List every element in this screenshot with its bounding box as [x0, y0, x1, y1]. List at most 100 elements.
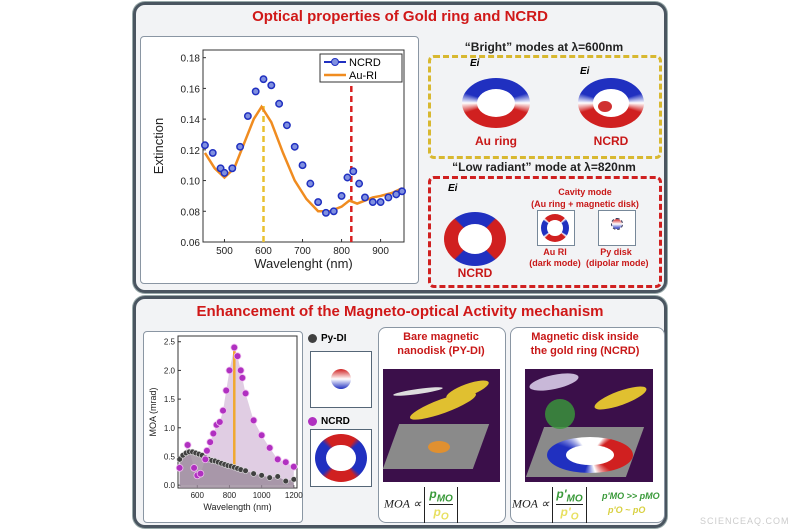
- ncrd-point: [220, 168, 229, 177]
- ncrd-point: [314, 198, 323, 207]
- y-tick-label: 0.06: [181, 238, 201, 249]
- x-tick-label: 600: [191, 491, 205, 500]
- py-di-disk: [331, 369, 351, 389]
- x-axis-label: Wavelenght (nm): [254, 256, 353, 271]
- au-ri-label: Au RI: [543, 247, 567, 257]
- ncrd-marker-icon: [308, 416, 317, 426]
- ncrd-relation-2: p'O ~ pO: [608, 505, 646, 515]
- x-tick-label: 900: [372, 246, 389, 257]
- ncrd-point: [183, 441, 192, 449]
- ncrd-point: [238, 374, 247, 382]
- x-tick-label: 1200: [285, 491, 303, 500]
- ncrd-point: [384, 193, 393, 202]
- y-tick-label: 0.0: [164, 481, 176, 490]
- ncrd-scene-ring: [547, 437, 633, 473]
- y-tick-label: 0.10: [181, 177, 201, 188]
- y-tick-label: 0.14: [181, 115, 201, 126]
- ncrd-point: [219, 406, 227, 415]
- legend-ncrd-marker: [331, 58, 339, 66]
- y-tick-label: 0.12: [181, 146, 201, 157]
- ncrd-inner-disk: [598, 101, 612, 112]
- py-di-point: [242, 467, 249, 474]
- ncrd-point: [243, 112, 252, 120]
- ncrd-mode-ring: [315, 434, 367, 482]
- ncrd-relation-1: p'MO >> pMO: [602, 491, 660, 501]
- au-ri-line: [203, 104, 403, 213]
- y-tick-label: 0.16: [181, 84, 201, 95]
- x-axis-label: Wavelength (nm): [203, 502, 271, 512]
- den: p: [433, 505, 441, 520]
- ncrd-low-label: NCRD: [457, 266, 493, 280]
- pydi-title-2: nanodisk (PY-DI): [397, 345, 485, 357]
- ncrd-point: [259, 75, 268, 84]
- ei-label-3: Ei: [448, 183, 458, 194]
- ncrd-point: [203, 446, 211, 455]
- ncrd-point: [225, 366, 234, 375]
- num: p': [556, 487, 567, 501]
- ncrd-point: [267, 81, 276, 90]
- ncrd-point: [337, 191, 346, 200]
- py-di-point: [258, 472, 265, 479]
- x-tick-label: 700: [294, 246, 311, 257]
- low-radiant-heading: “Low radiant” mode at λ=820nm: [452, 160, 636, 174]
- ncrd-point: [208, 148, 217, 157]
- ncrd-title-1: Magnetic disk inside: [531, 331, 639, 343]
- y-tick-label: 1.0: [164, 424, 176, 433]
- py-di-marker-icon: [308, 333, 317, 343]
- ncrd-point: [228, 164, 237, 173]
- y-tick-label: 1.5: [164, 395, 176, 404]
- cavity-mode-subtitle: (Au ring + magnetic disk): [531, 199, 639, 209]
- py-di-point: [176, 456, 183, 463]
- py-di-point: [282, 478, 289, 485]
- au-ring-bright-mode: [462, 78, 530, 128]
- ncrd-scene-illustration: [525, 369, 653, 482]
- ncrd-point: [249, 416, 258, 425]
- watermark: SCIENCEAQ.COM: [700, 516, 790, 526]
- num-sub: MO: [566, 493, 583, 505]
- legend-ncrd-label: NCRD: [321, 416, 350, 427]
- y-axis-label: MOA (mrad): [148, 387, 158, 436]
- ncrd-point: [241, 389, 250, 398]
- py-disk-label: Py disk: [600, 247, 632, 257]
- au-ri-dark-mode-box: [537, 210, 575, 246]
- y-tick-label: 0.08: [181, 207, 201, 218]
- ncrd-point: [196, 469, 205, 478]
- ncrd-moa-equation: MOA ∝ p'MO p'O: [512, 487, 587, 523]
- bottom-panel-title: Enhancement of the Magneto-optical Activ…: [196, 303, 604, 320]
- ncrd-bright-label: NCRD: [593, 134, 629, 148]
- ncrd-point: [222, 386, 231, 395]
- top-panel-title: Optical properties of Gold ring and NCRD: [252, 8, 548, 25]
- ncrd-point: [206, 438, 214, 446]
- eq-lhs: MOA ∝: [384, 496, 422, 511]
- eq-lhs: MOA ∝: [512, 496, 550, 511]
- den: p': [560, 505, 571, 520]
- ncrd-point: [282, 121, 291, 130]
- legend-ncrd: NCRD: [308, 416, 350, 427]
- ncrd-point: [175, 464, 184, 472]
- ncrd-point: [298, 161, 307, 170]
- ncrd-point: [289, 462, 298, 471]
- au-ri-ring: [541, 214, 569, 242]
- py-di-point: [250, 470, 257, 477]
- ncrd-fraction: p'MO p'O: [552, 487, 587, 523]
- ei-label-1: Ei: [470, 58, 480, 69]
- py-disk: [611, 218, 623, 230]
- ncrd-point: [343, 173, 352, 182]
- ncrd-point: [190, 464, 198, 472]
- y-tick-label: 2.0: [164, 366, 176, 375]
- ncrd-point: [201, 455, 210, 464]
- ncrd-point: [273, 455, 282, 464]
- x-tick-label: 800: [223, 491, 237, 500]
- ncrd-point: [233, 352, 242, 360]
- ncrd-point: [368, 198, 377, 207]
- pydi-scene-illustration: [382, 369, 500, 482]
- ncrd-point: [290, 142, 299, 151]
- py-disk-sub: (dipolar mode): [586, 258, 649, 268]
- ncrd-point: [398, 187, 406, 196]
- x-tick-label: 1000: [253, 491, 271, 500]
- legend-au-ri-label: Au-RI: [349, 70, 377, 82]
- au-ri-sub: (dark mode): [529, 258, 581, 268]
- ncrd-point: [230, 343, 239, 352]
- legend-ncrd-label: NCRD: [349, 57, 381, 69]
- py-di-point: [274, 473, 281, 480]
